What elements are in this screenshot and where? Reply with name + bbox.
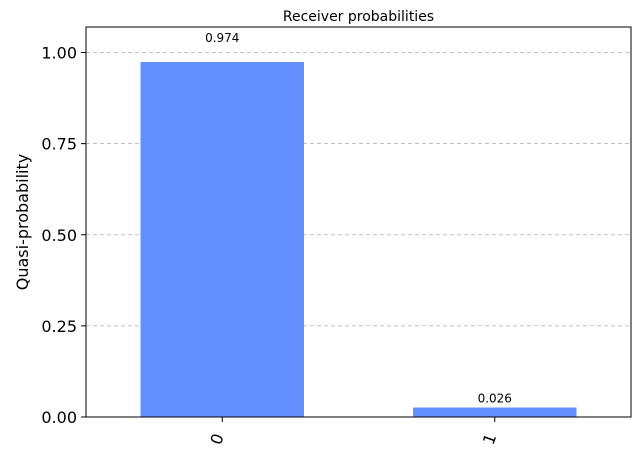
y-tick-label: 0.75 (41, 135, 77, 154)
axes-layer (85, 26, 632, 418)
y-axis-label: Quasi-probability (13, 154, 32, 290)
plot-frame (85, 26, 632, 418)
y-tick-label: 0.00 (41, 408, 77, 427)
x-tick-label: 1 (479, 431, 500, 447)
value-labels: 0.974 0.026 (205, 31, 512, 406)
y-tick-label: 1.00 (41, 44, 77, 63)
chart-title: Receiver probabilities (283, 9, 434, 25)
bar (413, 407, 577, 417)
y-ticks: 0.00 0.25 0.50 0.75 1.00 (41, 44, 86, 427)
bar-value-label: 0.974 (205, 31, 239, 45)
y-tick-label: 0.25 (41, 317, 77, 336)
bar-value-label: 0.026 (478, 392, 512, 406)
y-tick-label: 0.50 (41, 226, 77, 245)
bar (140, 61, 304, 417)
x-tick-label: 0 (206, 431, 227, 447)
bar-layer (140, 61, 577, 417)
